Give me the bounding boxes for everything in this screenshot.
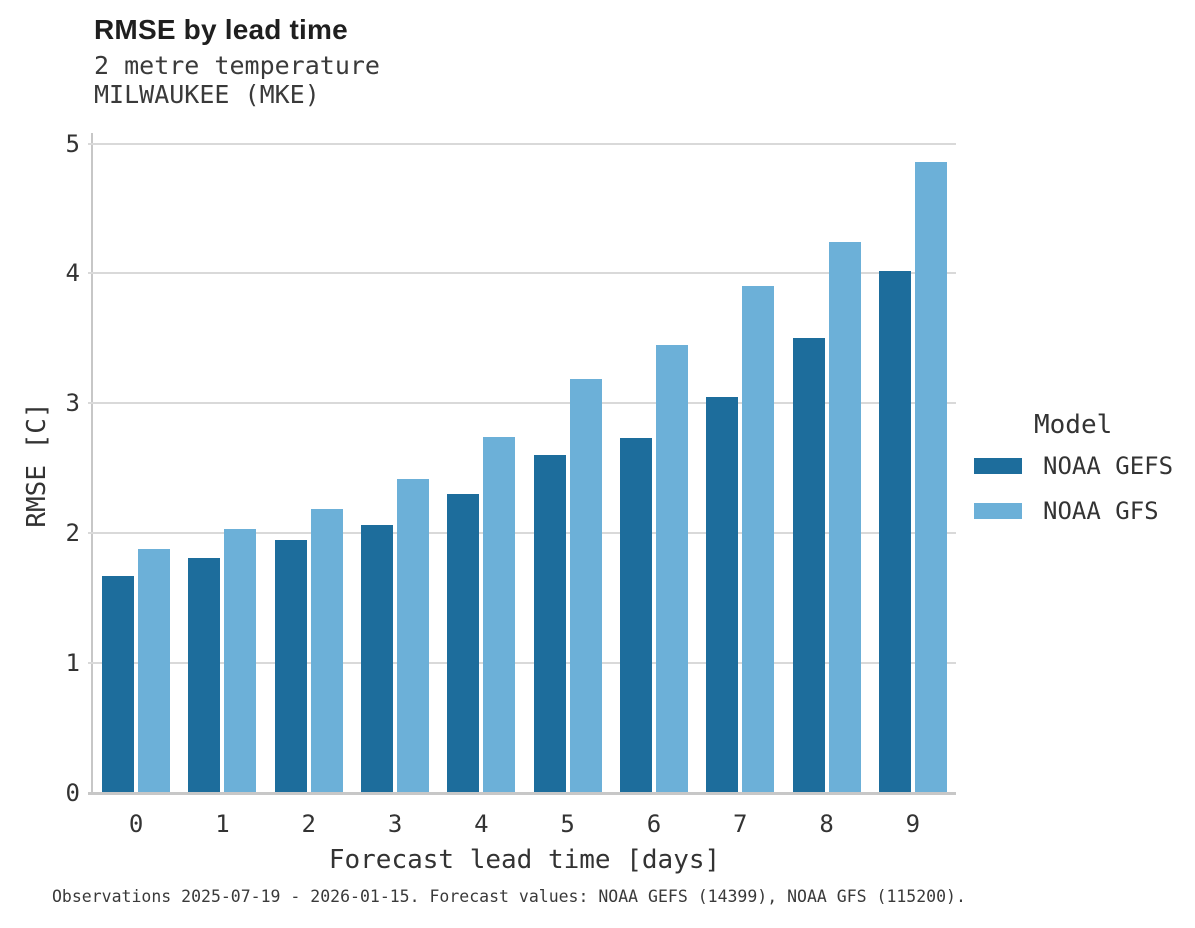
chart-subtitle-variable: 2 metre temperature bbox=[94, 51, 380, 80]
chart-subtitle-station: MILWAUKEE (MKE) bbox=[94, 80, 320, 109]
x-tick-label-9: 9 bbox=[905, 810, 921, 838]
legend-title: Model bbox=[1034, 410, 1113, 440]
gridline-y-2 bbox=[88, 532, 956, 535]
x-tick-label-8: 8 bbox=[819, 810, 834, 838]
chart-title: RMSE by lead time bbox=[94, 14, 348, 45]
x-tick-label-7: 7 bbox=[733, 810, 748, 838]
y-tick-label-0: 0 bbox=[65, 779, 80, 807]
x-tick-label-1: 1 bbox=[215, 810, 230, 838]
gridline-y-1 bbox=[88, 662, 956, 665]
legend-item-noaa-gefs: NOAA GEFS bbox=[974, 452, 1189, 480]
x-tick-label-6: 6 bbox=[646, 810, 662, 838]
gridline-y-3 bbox=[88, 402, 956, 405]
bar-noaa-gfs-lead-7 bbox=[742, 286, 775, 793]
caption: Observations 2025-07-19 - 2026-01-15. Fo… bbox=[52, 887, 966, 906]
x-tick-label-4: 4 bbox=[474, 810, 489, 838]
x-tick-label-5: 5 bbox=[560, 810, 575, 838]
y-tick-label-4: 4 bbox=[65, 259, 80, 288]
bar-noaa-gefs-lead-1 bbox=[188, 557, 221, 793]
bar-noaa-gefs-lead-8 bbox=[792, 338, 825, 793]
gridline-y-4 bbox=[88, 272, 956, 275]
x-tick-label-3: 3 bbox=[387, 810, 403, 838]
bar-noaa-gfs-lead-8 bbox=[828, 242, 861, 793]
bar-noaa-gefs-lead-7 bbox=[706, 396, 739, 793]
x-tick-label-2: 2 bbox=[301, 810, 316, 838]
x-tick-label-0: 0 bbox=[128, 810, 144, 838]
plot-area bbox=[88, 133, 956, 795]
y-axis-spine bbox=[91, 133, 93, 793]
bar-noaa-gfs-lead-2 bbox=[310, 508, 343, 793]
y-tick-label-2: 2 bbox=[65, 519, 80, 548]
bar-noaa-gfs-lead-6 bbox=[655, 344, 688, 793]
bar-noaa-gfs-lead-0 bbox=[138, 548, 171, 793]
legend-label-noaa-gefs: NOAA GEFS bbox=[1043, 452, 1174, 480]
bar-noaa-gfs-lead-9 bbox=[914, 161, 947, 793]
x-axis-spine bbox=[88, 792, 956, 795]
bar-noaa-gfs-lead-4 bbox=[483, 437, 516, 793]
y-tick-label-1: 1 bbox=[65, 649, 80, 678]
bar-noaa-gefs-lead-0 bbox=[102, 576, 135, 793]
gridline-y-5 bbox=[88, 142, 956, 145]
y-tick-label-3: 3 bbox=[65, 389, 80, 418]
legend: Model NOAA GEFS NOAA GFS bbox=[974, 410, 1189, 542]
bar-noaa-gefs-lead-6 bbox=[619, 438, 652, 793]
legend-label-noaa-gfs: NOAA GFS bbox=[1043, 497, 1159, 525]
legend-swatch-noaa-gfs bbox=[974, 503, 1022, 519]
bar-noaa-gefs-lead-4 bbox=[447, 494, 480, 793]
y-tick-label-5: 5 bbox=[65, 129, 80, 158]
bar-noaa-gefs-lead-2 bbox=[274, 539, 307, 793]
bar-noaa-gefs-lead-3 bbox=[361, 525, 394, 793]
bar-noaa-gefs-lead-5 bbox=[533, 455, 566, 793]
legend-item-noaa-gfs: NOAA GFS bbox=[974, 497, 1189, 525]
bar-noaa-gfs-lead-3 bbox=[397, 478, 430, 793]
bar-noaa-gefs-lead-9 bbox=[878, 270, 911, 793]
bar-noaa-gfs-lead-5 bbox=[569, 378, 602, 793]
x-axis-title: Forecast lead time [days] bbox=[328, 845, 721, 875]
legend-swatch-noaa-gefs bbox=[974, 458, 1022, 474]
bar-noaa-gfs-lead-1 bbox=[224, 529, 257, 793]
y-axis-title: RMSE [C] bbox=[22, 402, 52, 528]
